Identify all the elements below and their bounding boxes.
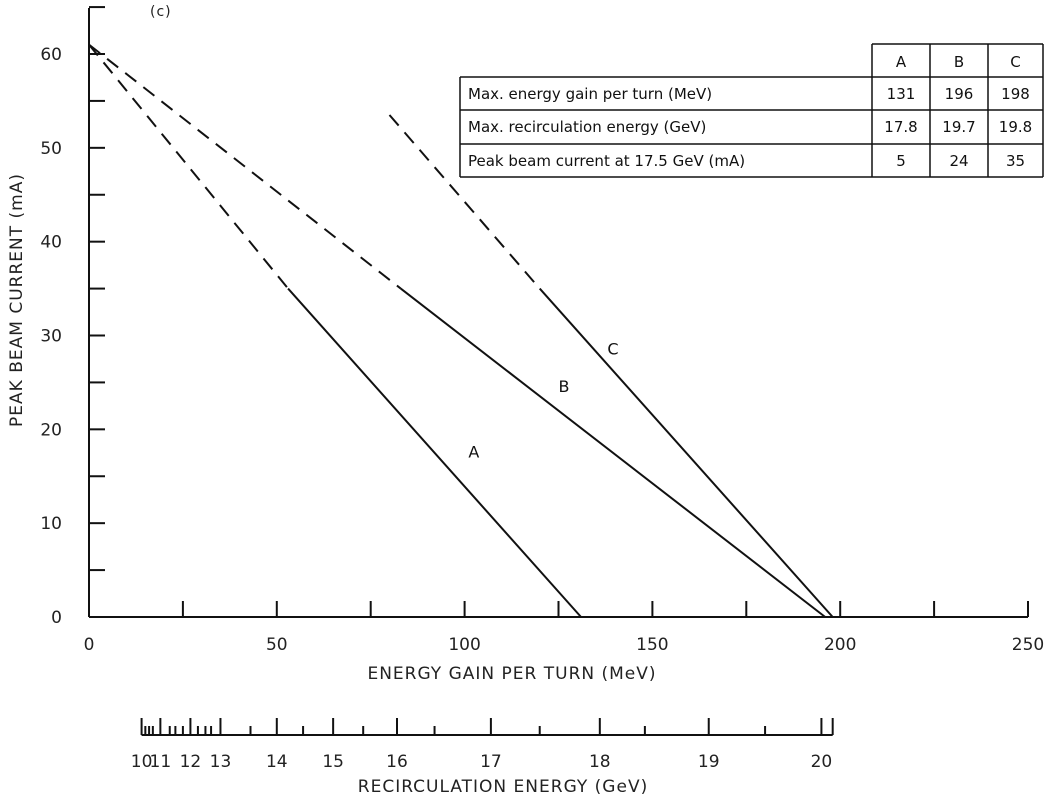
table-column-header: A bbox=[896, 53, 907, 71]
table-cell: 17.8 bbox=[884, 118, 917, 136]
x-tick-label: 200 bbox=[824, 635, 856, 655]
recirculation-tick-label: 15 bbox=[322, 752, 344, 772]
summary-table: A B C Max. energy gain per turn (MeV) 131 196… bbox=[459, 43, 1044, 178]
table-cell: 19.7 bbox=[942, 118, 975, 136]
axes: 0 50 100 150 200 250 0 10 20 30 40 50 60 bbox=[40, 6, 1044, 655]
recirculation-tick-label: 17 bbox=[480, 752, 502, 772]
chart-title: (c) bbox=[150, 4, 172, 20]
series-b-dashed bbox=[88, 43, 402, 290]
table-cell: 198 bbox=[1001, 85, 1030, 103]
table-cell: 19.8 bbox=[999, 118, 1032, 136]
y-tick-label: 10 bbox=[40, 514, 62, 534]
recirculation-tick-label: 14 bbox=[266, 752, 288, 772]
y-tick-label: 20 bbox=[40, 420, 62, 440]
table-cell: 131 bbox=[887, 85, 916, 103]
table-row-label: Peak beam current at 17.5 GeV (mA) bbox=[468, 152, 745, 170]
series-group: A B C bbox=[88, 43, 834, 618]
recirculation-tick-label: 13 bbox=[210, 752, 232, 772]
series-b-label: B bbox=[559, 377, 570, 396]
table-cell: 196 bbox=[945, 85, 974, 103]
table-column-header: C bbox=[1010, 53, 1020, 71]
series-c-label: C bbox=[607, 339, 618, 358]
table-row-label: Max. energy gain per turn (MeV) bbox=[468, 85, 712, 103]
series-b-line bbox=[400, 287, 826, 618]
recirculation-tick-label: 20 bbox=[811, 752, 833, 772]
recirculation-axis-label: RECIRCULATION ENERGY (GeV) bbox=[358, 777, 648, 797]
y-tick-label: 50 bbox=[40, 139, 62, 159]
recirculation-tick-label: 11 bbox=[150, 752, 172, 772]
x-tick-label: 100 bbox=[448, 635, 480, 655]
y-tick-label: 60 bbox=[40, 45, 62, 65]
table-column-header: B bbox=[954, 53, 964, 71]
recirculation-tick-label: 12 bbox=[180, 752, 202, 772]
series-c-line bbox=[538, 287, 834, 618]
recirculation-tick-label: 18 bbox=[589, 752, 611, 772]
x-tick-label: 0 bbox=[84, 635, 95, 655]
y-axis-label: PEAK BEAM CURRENT (mA) bbox=[7, 173, 27, 427]
y-tick-label: 40 bbox=[40, 233, 62, 253]
series-a-dashed bbox=[88, 43, 289, 290]
table-cell: 24 bbox=[949, 152, 968, 170]
x-tick-label: 50 bbox=[266, 635, 288, 655]
series-c-dashed bbox=[388, 114, 541, 290]
series-a-line bbox=[287, 287, 582, 618]
x-tick-label: 250 bbox=[1012, 635, 1044, 655]
table-row-label: Max. recirculation energy (GeV) bbox=[468, 118, 706, 136]
table-cell: 5 bbox=[896, 152, 906, 170]
recirculation-tick-label: 19 bbox=[698, 752, 720, 772]
recirculation-tick-label: 10 bbox=[131, 752, 153, 772]
y-tick-label: 0 bbox=[51, 608, 62, 628]
x-tick-label: 150 bbox=[636, 635, 668, 655]
recirculation-tick-label: 16 bbox=[386, 752, 408, 772]
x-axis-label: ENERGY GAIN PER TURN (MeV) bbox=[367, 664, 656, 684]
table-cell: 35 bbox=[1006, 152, 1025, 170]
series-a-label: A bbox=[468, 442, 479, 461]
y-tick-label: 30 bbox=[40, 327, 62, 347]
